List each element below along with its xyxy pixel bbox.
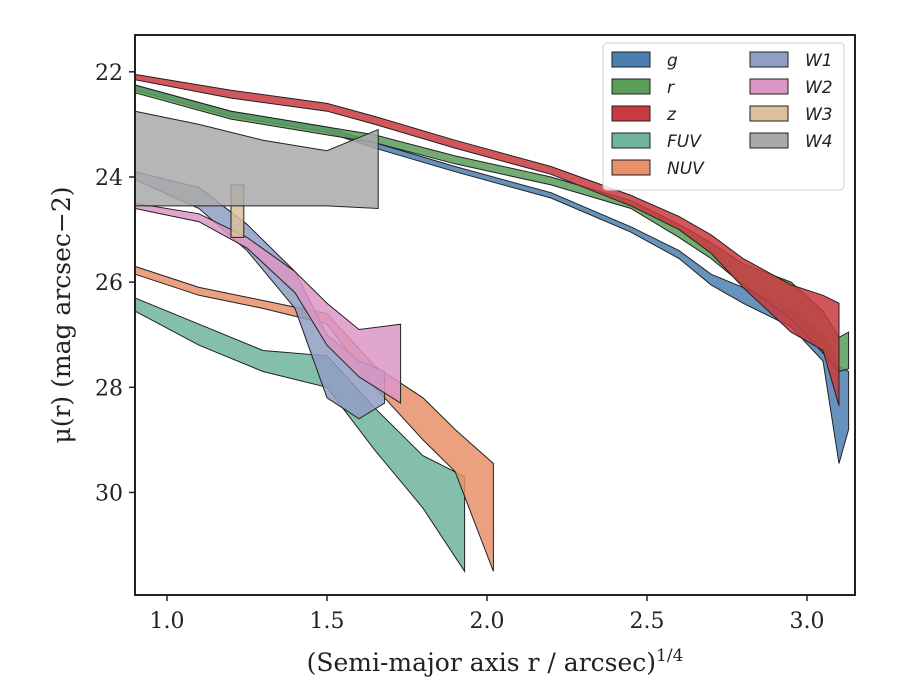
band-r (134, 84, 850, 373)
legend-swatch-w1 (749, 51, 789, 68)
y-tick-label: 26 (95, 271, 123, 296)
legend-label-g: g (667, 51, 678, 71)
band-w1 (134, 171, 386, 420)
band-z (134, 73, 840, 406)
y-tick-label: 28 (95, 376, 123, 401)
x-tick-label: 3.0 (790, 609, 825, 634)
x-tick-label: 1.5 (310, 609, 345, 634)
x-tick-label: 1.0 (150, 609, 185, 634)
legend-label-w4: W4 (805, 132, 833, 152)
legend-swatch-r (611, 78, 651, 95)
band-g (134, 84, 850, 464)
x-tick-label: 2.0 (470, 609, 505, 634)
legend-label-w1: W1 (805, 51, 833, 71)
y-tick-label: 30 (95, 481, 123, 506)
axes-frame (134, 34, 856, 596)
y-axis-label: μ(r) (mag arcsec−2) (47, 186, 76, 443)
x-tick-label: 2.5 (630, 609, 665, 634)
plot-frame (134, 34, 856, 596)
legend-swatch-nuv (611, 159, 651, 176)
legend-swatch-g (611, 51, 651, 68)
profile-bands (134, 73, 850, 573)
band-w2 (134, 202, 402, 405)
legend-label-r: r (667, 78, 675, 98)
axis-ticks: 1.0 1.5 2.0 2.5 3.0 22 24 26 28 30 (95, 61, 825, 634)
legend-swatch-z (611, 105, 651, 122)
legend-swatch-w3 (749, 105, 789, 122)
band-w4 (134, 110, 379, 210)
legend-label-fuv: FUV (667, 132, 702, 152)
y-tick-label: 24 (95, 166, 123, 191)
legend-swatch-w2 (749, 78, 789, 95)
legend-label-w2: W2 (805, 78, 833, 98)
x-axis-label: (Semi-major axis r / arcsec)1/4 (307, 646, 684, 677)
x-axis-label-main: (Semi-major axis r / arcsec) (307, 648, 656, 677)
legend-label-w3: W3 (805, 105, 833, 125)
legend-label-z: z (666, 105, 677, 125)
legend-label-nuv: NUV (667, 159, 705, 179)
legend-swatch-w4 (749, 132, 789, 149)
y-tick-label: 22 (95, 61, 123, 86)
legend: grz FUV NUV W1 W2 W3 W4 (602, 42, 845, 191)
band-fuv (134, 297, 466, 573)
legend-swatch-fuv (611, 132, 651, 149)
x-axis-label-exponent: 1/4 (656, 646, 683, 666)
